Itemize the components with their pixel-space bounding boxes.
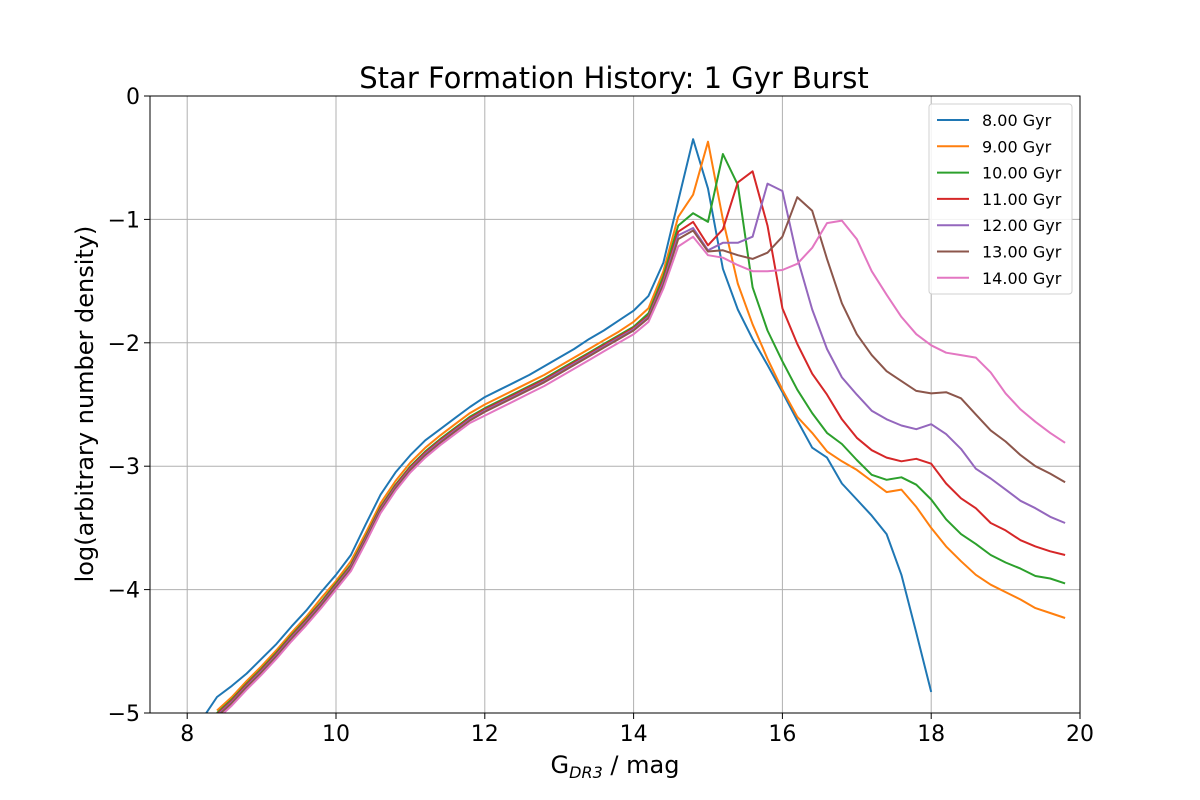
- series-line-14-00-gyr: [222, 219, 1066, 713]
- legend-label: 12.00 Gyr: [982, 216, 1062, 235]
- legend-label: 11.00 Gyr: [982, 190, 1062, 209]
- x-axis-label-subscript: DR3: [569, 763, 603, 782]
- legend-label: 8.00 Gyr: [982, 111, 1052, 130]
- chart-title: Star Formation History: 1 Gyr Burst: [359, 61, 868, 95]
- series-lines: [205, 138, 1066, 713]
- x-tick-label: 16: [768, 722, 796, 747]
- y-tick-label: 0: [126, 85, 140, 110]
- legend-label: 9.00 Gyr: [982, 137, 1052, 156]
- x-tick-label: 8: [180, 722, 194, 747]
- x-tick-label: 18: [917, 722, 945, 747]
- y-tick-label: −4: [108, 579, 140, 604]
- y-tick-label: −3: [108, 455, 140, 480]
- series-line-9-00-gyr: [216, 140, 1066, 712]
- x-tick-label: 10: [322, 722, 350, 747]
- legend-items: 8.00 Gyr 9.00 Gyr 10.00 Gyr 11.00 Gyr 12.00 …: [937, 111, 1062, 288]
- x-tick-label: 12: [471, 722, 499, 747]
- legend-label: 14.00 Gyr: [982, 269, 1062, 288]
- legend-box: [928, 103, 1073, 295]
- axis-ticks: 8 10 12 14 16 18 20 0 −1 −2 −3 −4 −5: [108, 85, 1094, 747]
- x-tick-label: 14: [620, 722, 648, 747]
- x-axis-label: GDR3 / mag: [551, 751, 680, 782]
- y-axis-label: log(arbitrary number density): [71, 226, 99, 583]
- legend: 8.00 Gyr 9.00 Gyr 10.00 Gyr 11.00 Gyr 12.00 …: [928, 103, 1073, 295]
- legend-label: 10.00 Gyr: [982, 164, 1062, 183]
- y-tick-label: −2: [108, 332, 140, 357]
- x-tick-label: 20: [1066, 722, 1094, 747]
- series-line-13-00-gyr: [219, 196, 1066, 713]
- x-axis-label-main: G: [551, 751, 570, 779]
- series-line-8-00-gyr: [205, 138, 933, 713]
- plot-frame: [149, 95, 1081, 714]
- y-tick-label: −1: [108, 208, 140, 233]
- y-tick-label: −5: [108, 702, 140, 727]
- legend-label: 13.00 Gyr: [982, 243, 1062, 262]
- x-axis-label-unit: / mag: [603, 751, 680, 779]
